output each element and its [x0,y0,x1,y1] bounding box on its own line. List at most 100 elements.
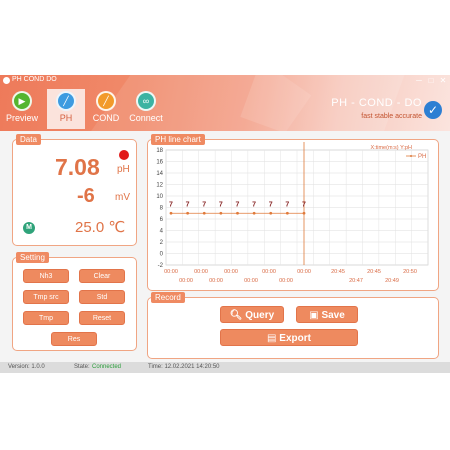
std-button[interactable]: Std [79,290,125,304]
legend-label: PH [418,154,426,160]
ph-probe-icon: ╱ [56,91,76,111]
nav-label: Preview [5,113,38,123]
data-panel-title: Data [16,134,41,145]
data-label: 7 [285,201,289,208]
mv-value: -6 [77,185,95,207]
data-point [169,211,173,215]
query-label: Query [245,310,275,321]
nav-label: COND [92,113,120,123]
data-label: 7 [219,201,223,208]
record-panel: Record 🔍︎ Query ▣ Save ▤ Export [147,292,439,359]
data-point [269,211,273,215]
tmp-button[interactable]: Tmp [23,311,69,325]
nh3-button[interactable]: Nh3 [23,269,69,283]
header: PH COND DO ─ □ ✕ ▶ Preview ╱ PH ╱ COND ∞… [0,75,450,131]
save-icon: ▣ [309,310,319,321]
status-bar: Version: 1.0.0 State: Connected Time: 12… [0,362,450,373]
close-button[interactable]: ✕ [439,76,447,85]
nav-label: Connect [129,113,163,123]
temperature-value: 25.0 ℃ [75,219,126,236]
mv-unit: mV [115,192,130,203]
mode-icon: M [23,222,35,234]
save-label: Save [321,310,345,321]
y-tick-label: 10 [156,194,163,200]
app-window: PH COND DO ─ □ ✕ ▶ Preview ╱ PH ╱ COND ∞… [0,75,450,373]
search-icon: 🔍︎ [229,310,243,321]
time-text: Time: 12.02.2021 14:20:50 [148,364,220,370]
y-tick-label: 14 [156,171,163,177]
ph-value: 7.08 [55,154,100,180]
data-label: 7 [236,201,240,208]
x-tick-label: 00:00 [224,269,238,275]
y-tick-label: 8 [160,206,164,212]
x-tick-label: 20:50 [403,269,417,275]
brand-tagline: fast stable accurate [361,113,422,120]
data-point [236,211,239,215]
data-point [252,211,256,215]
nav-connect[interactable]: ∞ Connect [127,89,165,129]
data-panel: Data 7.08 pH -6 mV M 25.0 ℃ [12,134,137,246]
ph-unit: pH [117,164,130,175]
nav-label: PH [59,113,73,123]
brand: PH - COND - DO fast stable accurate [331,97,422,120]
data-point [302,211,306,215]
y-tick-label: 12 [156,183,163,189]
y-tick-label: 4 [160,229,164,235]
x-tick-label: 20:45 [367,269,381,275]
chart-panel-title: PH line chart [151,134,205,145]
nav-preview[interactable]: ▶ Preview [3,89,41,129]
data-label: 7 [269,201,273,208]
y-tick-label: 16 [156,160,163,166]
export-icon: ▤ [267,333,277,344]
x-tick-label: 00:00 [244,278,258,284]
clear-button[interactable]: Clear [79,269,125,283]
window-title: PH COND DO [12,76,57,83]
record-panel-title: Record [151,292,185,303]
connection-status: Connected [92,364,122,370]
y-tick-label: 0 [160,252,164,258]
setting-panel-title: Setting [16,252,49,263]
x-tick-label: 00:00 [262,269,276,275]
checkmark-icon: ✓ [424,101,442,119]
data-label: 7 [169,201,173,208]
app-logo-icon [3,77,10,84]
y-tick-label: 18 [156,148,163,154]
y-tick-label: -2 [158,263,164,269]
minimize-button[interactable]: ─ [416,76,422,85]
axis-caption: X:time(m:s) Y:pH [371,145,412,151]
title-bar: PH COND DO ─ □ ✕ [0,75,450,87]
data-point [186,211,190,215]
tmp-src-button[interactable]: Tmp src [23,290,69,304]
query-button[interactable]: 🔍︎ Query [220,306,284,323]
maximize-button[interactable]: □ [428,76,434,85]
nav-ph[interactable]: ╱ PH [47,89,85,129]
x-tick-label: 00:00 [297,269,311,275]
brand-title: PH - COND - DO [331,97,422,109]
data-point [219,211,223,215]
y-tick-label: 6 [160,217,164,223]
data-label: 7 [302,201,306,208]
x-tick-label: 00:00 [164,269,178,275]
cond-probe-icon: ╱ [96,91,116,111]
reset-button[interactable]: Reset [79,311,125,325]
data-label: 7 [202,201,206,208]
nav-cond[interactable]: ╱ COND [87,89,125,129]
save-button[interactable]: ▣ Save [296,306,358,323]
play-icon: ▶ [12,91,32,111]
x-tick-label: 00:00 [194,269,208,275]
export-button[interactable]: ▤ Export [220,329,358,346]
ph-line-chart: -2 0 2 4 6 8 10 12 14 16 18 X:time(m:s) Y:pH PH 7 7 7 7 7… [156,142,429,284]
data-point [285,211,289,215]
res-button[interactable]: Res [51,332,97,346]
chart-panel: PH line chart -2 0 2 4 6 8 10 12 14 16 18 X:time(m:… [147,134,439,291]
version-text: Version: 1.0.0 [8,364,45,370]
legend-marker [410,155,412,157]
export-label: Export [279,333,311,344]
data-label: 7 [186,201,190,208]
data-label: 7 [252,201,256,208]
data-point [202,211,206,215]
x-tick-label: 20:47 [349,278,363,284]
x-tick-label: 00:00 [179,278,193,284]
state-label: State: [74,364,90,370]
setting-panel: Setting Nh3 Clear Tmp src Std Tmp Reset … [12,252,137,351]
